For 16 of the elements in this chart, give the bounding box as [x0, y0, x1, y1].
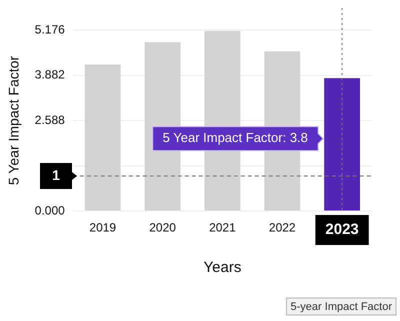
ref-line-label: 1: [52, 166, 60, 183]
x-tick-label: 2019: [89, 220, 116, 235]
y-tick-label: 0.000: [34, 203, 66, 218]
text: 5-year Impact Factor: [290, 301, 392, 314]
y-tick-label: 3.882: [34, 68, 66, 82]
x-tick-label: 2021: [209, 220, 236, 235]
y-tick-label: 5.176: [34, 22, 66, 36]
bar: [324, 78, 360, 210]
y-axis-title: 5 Year Impact Factor: [5, 56, 22, 186]
y-tick-label: 2.588: [34, 112, 66, 127]
x-tick-label: 2023: [325, 221, 359, 238]
x-tick-label: 2020: [149, 220, 176, 235]
annotation: 5 Year Impact Factor: 3.8: [162, 130, 308, 146]
x-tick-label: 2022: [268, 220, 296, 235]
bar: [84, 64, 121, 210]
x-axis-title: Years: [204, 259, 242, 276]
